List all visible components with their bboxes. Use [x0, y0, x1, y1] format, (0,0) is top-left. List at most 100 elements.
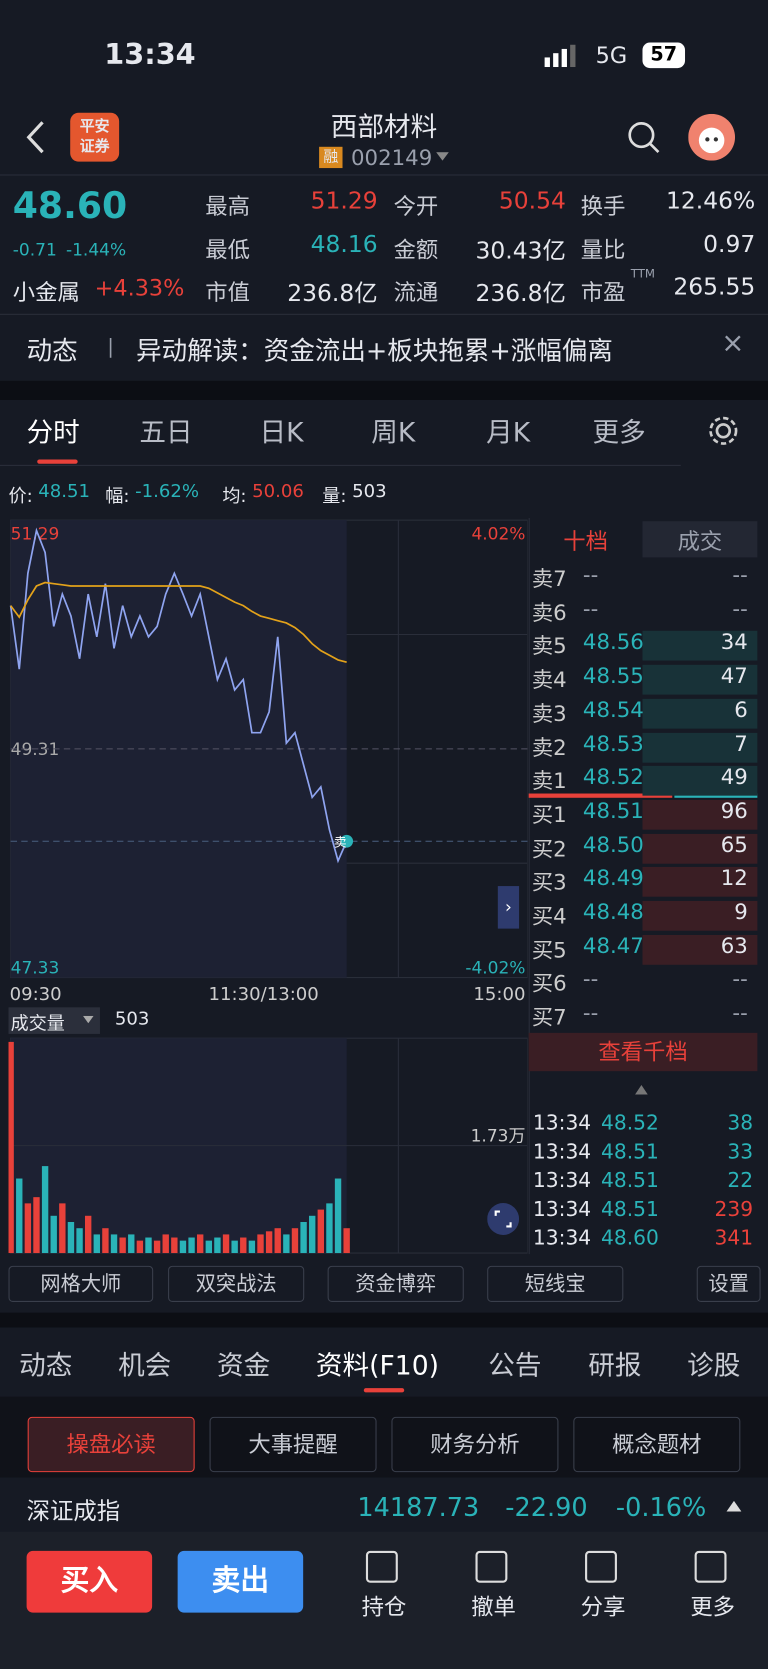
trade-annotation: 卖: [334, 836, 347, 851]
tool-button[interactable]: 资金博弈: [327, 1265, 464, 1302]
back-button[interactable]: [23, 119, 49, 155]
sub-tab[interactable]: 大事提醒: [209, 1416, 377, 1473]
stat-label: 市值: [205, 279, 250, 306]
chart-tab[interactable]: 分时: [26, 416, 80, 448]
broker-logo[interactable]: 平安 证券: [70, 112, 120, 162]
expand-button[interactable]: ›: [497, 886, 520, 929]
volume-bar: [326, 1203, 333, 1254]
volume-bar: [248, 1240, 256, 1254]
fullscreen-button[interactable]: [487, 1203, 520, 1235]
tool-button[interactable]: 设置: [696, 1265, 761, 1302]
sub-tab[interactable]: 财务分析: [391, 1416, 559, 1473]
book-volume: 12: [720, 865, 748, 891]
sub-tab[interactable]: 操盘必读: [27, 1416, 195, 1473]
detail-tab[interactable]: 机会: [118, 1349, 172, 1381]
detail-tab[interactable]: 研报: [588, 1349, 642, 1381]
dropdown-icon[interactable]: [436, 152, 449, 161]
chart-tab[interactable]: 日K: [259, 416, 304, 448]
chart-tab[interactable]: 更多: [592, 416, 646, 448]
depth-bg: [642, 900, 758, 931]
index-value: 14187.73: [357, 1492, 480, 1523]
book-tab[interactable]: 十档: [563, 528, 608, 555]
buy-button[interactable]: 买入: [26, 1550, 153, 1613]
ttm-mark: TTM: [630, 266, 655, 281]
battery: 57: [642, 42, 686, 69]
book-label: 买1: [531, 801, 567, 828]
volume-bar: [240, 1237, 247, 1254]
price-line: [9, 527, 348, 864]
volume-bar: [179, 1240, 187, 1254]
book-price: 48.55: [582, 662, 644, 689]
info-value: -1.62%: [135, 480, 200, 503]
depth-bg: [642, 664, 758, 695]
trade-time: 13:34: [532, 1169, 592, 1193]
trade-volume: 239: [714, 1197, 754, 1222]
last-price: 48.60: [12, 185, 128, 228]
action-label[interactable]: 分享: [580, 1594, 626, 1621]
avatar[interactable]: [688, 113, 736, 161]
book-label: 买6: [531, 970, 567, 997]
stat-value: 236.8亿: [287, 280, 378, 308]
close-news[interactable]: ×: [721, 327, 745, 360]
y-tick-label: 1.73万: [471, 1126, 526, 1146]
action-label[interactable]: 持仓: [361, 1594, 407, 1621]
volume-selector[interactable]: [8, 1007, 100, 1034]
book-price: --: [582, 561, 599, 588]
search-icon[interactable]: [625, 119, 661, 155]
detail-tab[interactable]: 动态: [19, 1349, 73, 1381]
stat-label: 金额: [393, 237, 439, 263]
book-tab[interactable]: 成交: [677, 528, 723, 555]
detail-tab[interactable]: 资金: [216, 1349, 271, 1381]
logo-text: 平安: [79, 118, 110, 136]
sector-name[interactable]: 小金属: [12, 279, 80, 306]
volume-bar: [59, 1203, 66, 1254]
volume-bar: [8, 1041, 14, 1254]
book-volume: 65: [720, 831, 748, 857]
depth-bg: [642, 732, 758, 763]
sub-tab[interactable]: 概念题材: [573, 1416, 741, 1473]
action-label[interactable]: 撤单: [471, 1594, 516, 1621]
news-text[interactable]: 异动解读：资金流出+板块拖累+涨幅偏离: [136, 336, 613, 366]
action-icon[interactable]: [475, 1550, 508, 1583]
action-icon[interactable]: [585, 1550, 617, 1583]
action-icon[interactable]: [694, 1550, 727, 1583]
chart-tab[interactable]: 周K: [371, 416, 416, 448]
elapsed-area: [10, 520, 347, 978]
volume-bar: [171, 1237, 178, 1254]
detail-tab[interactable]: 资料(F10): [315, 1349, 439, 1381]
volume-bar: [188, 1237, 195, 1254]
action-icon[interactable]: [365, 1550, 398, 1583]
tool-button[interactable]: 网格大师: [8, 1265, 154, 1302]
volume-bar: [222, 1234, 230, 1254]
stat-label: 流通: [393, 279, 439, 306]
book-label: 卖4: [531, 667, 567, 693]
volume-bar: [128, 1234, 135, 1254]
depth-bg: [642, 698, 758, 729]
detail-tab[interactable]: 诊股: [687, 1349, 741, 1381]
more-depth[interactable]: 查看千档: [528, 1032, 758, 1072]
book-label: 卖2: [531, 734, 567, 761]
sell-button[interactable]: 卖出: [177, 1550, 304, 1613]
volume-bar: [265, 1231, 273, 1254]
tool-button[interactable]: 双突战法: [168, 1265, 305, 1302]
chart-tab[interactable]: 五日: [139, 416, 193, 448]
tool-button[interactable]: 短线宝: [487, 1265, 624, 1302]
trade-time: 13:34: [532, 1226, 592, 1250]
index-name[interactable]: 深证成指: [26, 1498, 121, 1526]
book-volume: 47: [720, 662, 748, 689]
stock-code: 002149: [351, 144, 433, 171]
depth-bg: [642, 631, 758, 661]
detail-tab[interactable]: 公告: [488, 1349, 542, 1381]
stat-value: 265.55: [673, 274, 756, 302]
sector-change: +4.33%: [94, 275, 185, 302]
settings-icon[interactable]: [706, 414, 740, 448]
chart-tab[interactable]: 月K: [486, 416, 531, 448]
volume-bar: [102, 1228, 109, 1254]
trade-time: 13:34: [532, 1197, 592, 1222]
index-change-pct: -0.16%: [615, 1492, 707, 1523]
action-label[interactable]: 更多: [690, 1594, 736, 1621]
depth-bg: [642, 766, 758, 796]
